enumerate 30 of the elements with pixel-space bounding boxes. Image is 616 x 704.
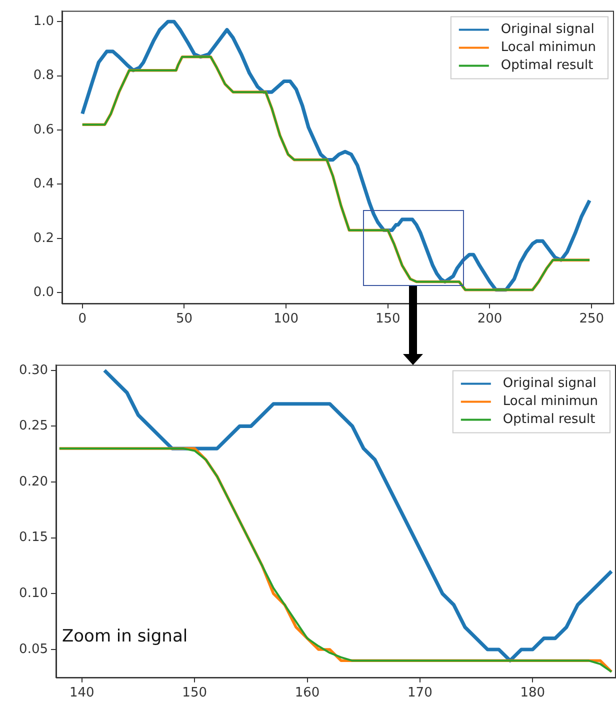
- y-tick-label: 0.4: [33, 176, 54, 192]
- y-tick-label: 0.6: [33, 122, 54, 138]
- x-tick-label: 250: [579, 312, 604, 327]
- x-tick-label: 150: [182, 686, 208, 701]
- x-tick-label: 140: [70, 686, 94, 701]
- y-tick-label: 0.20: [19, 474, 48, 490]
- x-tick-label: 100: [274, 312, 298, 327]
- y-tick-label: 1.0: [33, 14, 54, 30]
- x-tick-label: 180: [520, 686, 546, 701]
- x-tick-label: 50: [176, 312, 192, 327]
- legend-label: Optimal result: [500, 58, 594, 74]
- legend-label: Local minimun: [502, 394, 598, 410]
- x-tick-label: 200: [477, 312, 502, 327]
- x-tick-label: 170: [408, 686, 432, 701]
- y-tick-label: 0.15: [19, 530, 48, 546]
- annotation: Zoom in signal: [62, 626, 188, 646]
- legend-label: Original signal: [500, 22, 594, 38]
- y-tick-label: 0.25: [19, 418, 48, 434]
- y-tick-label: 0.8: [33, 68, 54, 84]
- y-tick-label: 0.10: [19, 586, 48, 602]
- x-tick-label: 0: [78, 312, 87, 327]
- y-tick-label: 0.0: [33, 284, 54, 300]
- legend-label: Original signal: [502, 376, 596, 392]
- y-tick-label: 0.05: [19, 642, 48, 657]
- x-tick-label: 160: [294, 686, 320, 701]
- x-tick-label: 150: [375, 312, 400, 327]
- legend-label: Local minimun: [500, 40, 596, 56]
- legend-label: Optimal result: [502, 412, 596, 428]
- y-tick-label: 0.2: [33, 230, 54, 246]
- y-tick-label: 0.30: [19, 362, 48, 378]
